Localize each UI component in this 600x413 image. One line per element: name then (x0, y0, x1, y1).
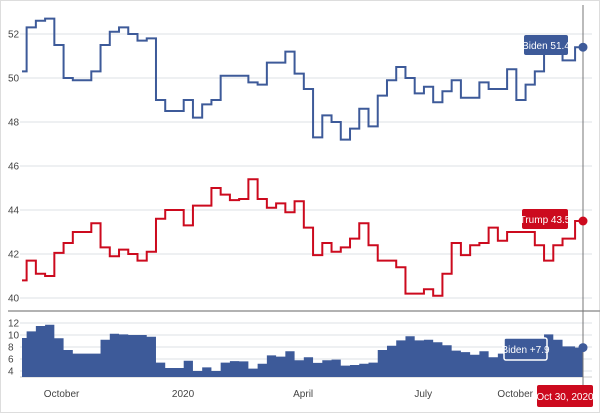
y-tick-label: 50 (8, 74, 20, 85)
y-tick-label: 6 (8, 355, 14, 366)
biden-label: Biden 51.4 (522, 35, 570, 55)
spread-end-marker[interactable] (578, 343, 588, 353)
y-tick-label: 46 (8, 162, 20, 173)
trump-label: Trump 43.5 (520, 209, 571, 229)
x-tick-label: July (414, 389, 432, 400)
y-tick-label: 40 (8, 294, 20, 305)
x-tick-label: 2020 (172, 389, 195, 400)
x-tick-label: April (293, 389, 313, 400)
y-tick-label: 8 (8, 343, 14, 354)
crosshair-date-text: Oct 30, 2020 (536, 392, 594, 403)
x-tick-label: October (44, 389, 80, 400)
spread-label: Biden +7.9 (501, 337, 550, 361)
spread-area (22, 324, 583, 377)
y-tick-label: 42 (8, 250, 20, 261)
y-tick-label: 44 (8, 206, 20, 217)
trump-line (22, 178, 583, 297)
y-tick-label: 52 (8, 30, 20, 41)
y-tick-label: 12 (8, 319, 20, 330)
trump-label-text: Trump 43.5 (520, 215, 571, 226)
biden-end-marker[interactable] (578, 42, 588, 52)
x-axis-ticks: October 2020 April July October (44, 389, 534, 400)
crosshair-date-label: Oct 30, 2020 (536, 385, 594, 407)
trump-end-marker[interactable] (578, 216, 588, 226)
spread-label-text: Biden +7.9 (501, 345, 550, 356)
y-tick-label: 48 (8, 118, 20, 129)
y-tick-label: 10 (8, 331, 20, 342)
top-gridlines: 40 42 44 46 48 50 52 (8, 30, 592, 305)
biden-label-text: Biden 51.4 (522, 41, 570, 52)
x-tick-label: October (497, 389, 533, 400)
y-tick-label: 4 (8, 367, 14, 378)
biden-line (22, 17, 583, 141)
